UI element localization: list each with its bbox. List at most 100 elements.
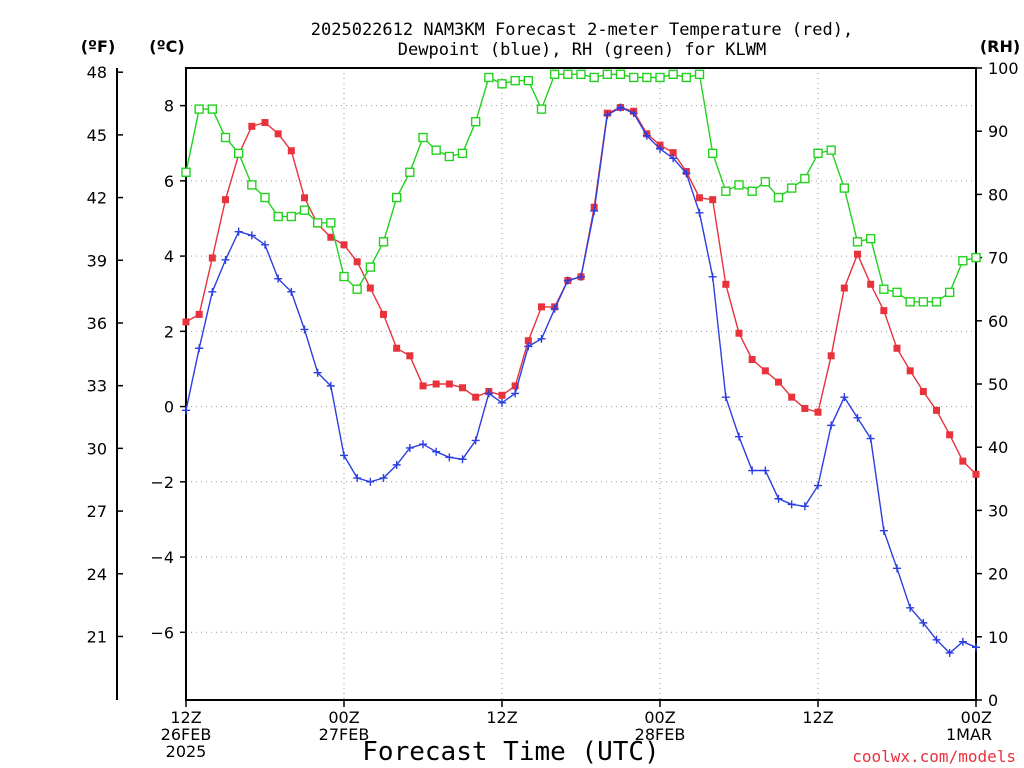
rh-point — [958, 256, 968, 266]
2-meter-temperature-point — [445, 380, 453, 388]
x-tick-label: 00Z — [328, 708, 359, 727]
rh-point — [944, 287, 955, 298]
dewpoint-point — [511, 389, 520, 398]
2-meter-temperature-point — [893, 344, 901, 352]
2-meter-temperature-point — [788, 393, 796, 401]
dewpoint-line — [185, 106, 977, 654]
dewpoint-point — [774, 494, 783, 503]
dewpoint-point — [234, 227, 243, 236]
celsius-tick-label: 8 — [164, 97, 174, 116]
rh-point — [931, 297, 942, 307]
celsius-tick-label: 4 — [164, 247, 174, 266]
rh-point — [839, 183, 850, 193]
2-meter-temperature-point — [827, 352, 835, 360]
rh-point — [260, 192, 270, 203]
dewpoint-point — [603, 111, 612, 120]
2-meter-temperature-point — [472, 393, 480, 401]
rh-point — [536, 104, 547, 114]
chart-title-line-2: Dewpoint (blue), RH (green) for KLWM — [398, 40, 766, 60]
dewpoint-point — [590, 206, 599, 215]
2-meter-temperature-point — [959, 457, 967, 465]
rh-tick-label: 50 — [988, 375, 1008, 394]
dewpoint-point — [616, 103, 625, 112]
x-tick-label: 00Z — [961, 708, 992, 727]
dewpoint-point — [853, 413, 862, 422]
x-tick-label: 12Z — [170, 708, 201, 727]
dewpoint-point — [208, 287, 217, 296]
2-meter-temperature-point — [709, 196, 717, 204]
rh-point — [549, 69, 560, 80]
fahrenheit-unit-label: (ºF) — [81, 37, 116, 56]
2-meter-temperature-point — [195, 310, 203, 318]
2-meter-temperature-point — [538, 303, 545, 311]
rh-point — [444, 151, 455, 162]
rh-tick-label: 40 — [988, 438, 1008, 457]
dewpoint-point — [537, 334, 546, 343]
rh-tick-label: 10 — [988, 628, 1008, 647]
rh-point — [681, 72, 692, 83]
fahrenheit-tick-label: 48 — [87, 63, 107, 82]
rh-point — [326, 218, 336, 228]
celsius-tick-label: −6 — [150, 623, 174, 642]
2-meter-temperature-point — [419, 382, 427, 390]
2-meter-temperature-point — [735, 329, 743, 337]
rh-point — [391, 192, 402, 203]
x-tick-label: 2025 — [166, 742, 207, 761]
2-meter-temperature-point — [524, 337, 532, 345]
rh-point — [721, 186, 731, 196]
rh-point — [760, 177, 771, 187]
source-credit: coolwx.com/models — [852, 747, 1016, 766]
x-tick-label: 28FEB — [635, 725, 686, 744]
2-meter-temperature-point — [340, 241, 348, 249]
rh-point — [615, 69, 626, 80]
celsius-tick-label: 0 — [164, 398, 174, 417]
data-series — [181, 69, 981, 657]
rh-point — [655, 72, 665, 83]
fahrenheit-tick-label: 27 — [87, 502, 107, 521]
rh-point — [786, 183, 797, 193]
celsius-tick-label: 2 — [164, 322, 174, 341]
dewpoint-series — [182, 103, 980, 657]
dewpoint-point — [814, 481, 822, 490]
dewpoint-point — [827, 421, 836, 430]
2-meter-temperature-point — [222, 196, 229, 204]
rh-point — [800, 173, 810, 184]
dewpoint-point — [972, 643, 980, 652]
dewpoint-point — [669, 154, 678, 163]
rh-unit-label: (RH) — [980, 37, 1020, 56]
dewpoint-point — [221, 255, 230, 264]
x-tick-label: 26FEB — [161, 725, 212, 744]
2-meter-temperature-point — [946, 431, 954, 439]
2-meter-temperature-point — [432, 380, 440, 388]
rh-tick-label: 80 — [988, 185, 1008, 204]
dewpoint-point — [682, 169, 691, 178]
2-meter-temperature-point — [919, 388, 927, 396]
rh-point — [484, 72, 494, 83]
rh-point — [181, 167, 191, 177]
rh-point — [602, 69, 613, 80]
rh-series — [181, 69, 981, 307]
2-meter-temperature-point — [459, 384, 466, 392]
rh-point — [365, 262, 376, 272]
dewpoint-point — [524, 342, 533, 351]
rh-tick-label: 90 — [988, 122, 1008, 141]
rh-point — [747, 186, 757, 196]
dewpoint-point — [906, 603, 915, 612]
2-meter-temperature-point — [814, 408, 822, 416]
plot-frame — [185, 67, 977, 701]
2-meter-temperature-point — [182, 318, 190, 326]
x-tick-label: 00Z — [644, 708, 675, 727]
2-meter-temperature-point — [287, 147, 295, 155]
rh-point — [510, 75, 520, 86]
2-meter-temperature-point — [208, 254, 216, 262]
rh-point — [865, 233, 876, 244]
rh-tick-label: 100 — [988, 59, 1019, 78]
rh-point — [207, 104, 218, 114]
rh-tick-label: 70 — [988, 249, 1008, 268]
2-meter-temperature-point — [380, 310, 387, 318]
dewpoint-point — [247, 231, 256, 240]
rh-point — [668, 69, 678, 80]
rh-point — [852, 237, 863, 247]
2-meter-temperature-point — [775, 378, 782, 386]
dewpoint-point — [405, 443, 414, 452]
